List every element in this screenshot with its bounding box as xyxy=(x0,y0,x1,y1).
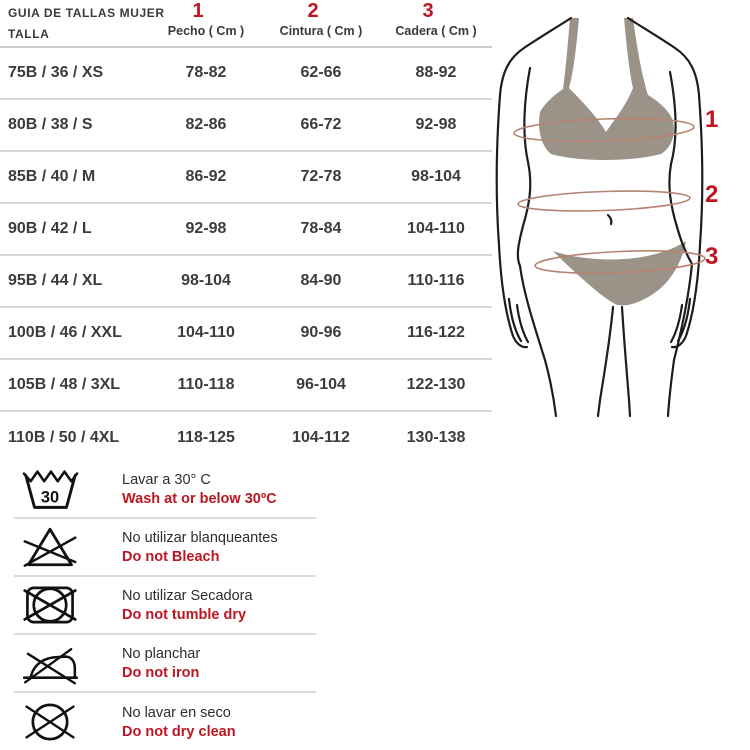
table-row: 80B / 38 / S 82-86 66-72 92-98 xyxy=(0,100,492,152)
care-label-es: No utilizar Secadora xyxy=(122,587,253,604)
size-cell: 80B / 38 / S xyxy=(8,116,93,133)
size-cell: 75B / 36 / XS xyxy=(8,64,104,81)
cintura-cell: 96-104 xyxy=(296,376,346,393)
column-header-pecho: 1 Pecho ( Cm ) xyxy=(150,0,262,48)
row-header-talla: TALLA xyxy=(8,27,50,41)
pecho-cell: 110-118 xyxy=(177,376,235,393)
care-item-no-bleach: No utilizar blanqueantes Do not Bleach xyxy=(14,519,316,577)
pecho-cell: 78-82 xyxy=(185,64,227,81)
figure-label-2: 2 xyxy=(705,181,719,208)
no-dry-clean-icon xyxy=(18,699,82,745)
pecho-cell: 92-98 xyxy=(185,220,227,237)
care-label-en: Do not tumble dry xyxy=(122,606,247,623)
column-headers: 1 Pecho ( Cm ) 2 Cintura ( Cm ) 3 Cadera… xyxy=(150,0,492,48)
measure-number-3: 3 xyxy=(422,0,434,22)
column-label-cintura: Cintura ( Cm ) xyxy=(279,24,363,38)
table-row: 75B / 36 / XS 78-82 62-66 88-92 xyxy=(0,48,492,100)
size-table: GUIA DE TALLAS MUJER TALLA 1 Pecho ( Cm … xyxy=(0,0,492,464)
woman-silhouette-icon xyxy=(495,16,706,418)
cintura-cell: 104-112 xyxy=(292,429,350,446)
bust-measure-line xyxy=(513,117,695,143)
measurement-lines xyxy=(513,117,706,274)
column-label-cadera: Cadera ( Cm ) xyxy=(395,24,477,38)
cadera-cell: 88-92 xyxy=(415,64,457,81)
cintura-cell: 84-90 xyxy=(300,272,342,289)
table-row: 100B / 46 / XXL 104-110 90-96 116-122 xyxy=(0,308,492,360)
pecho-cell: 118-125 xyxy=(177,429,235,446)
cintura-cell: 66-72 xyxy=(300,116,342,133)
size-cell: 100B / 46 / XXL xyxy=(8,324,122,341)
table-row: 110B / 50 / 4XL 118-125 104-112 130-138 xyxy=(0,412,492,464)
hip-measure-line xyxy=(534,250,706,274)
column-label-pecho: Pecho ( Cm ) xyxy=(167,24,245,38)
cadera-cell: 98-104 xyxy=(411,168,461,185)
no-tumble-dry-icon xyxy=(18,582,82,628)
pecho-cell: 104-110 xyxy=(177,324,235,341)
size-cell: 105B / 48 / 3XL xyxy=(8,376,121,393)
cadera-cell: 130-138 xyxy=(406,429,466,446)
column-header-cintura: 2 Cintura ( Cm ) xyxy=(262,0,380,48)
waist-measure-line xyxy=(517,190,691,212)
size-table-header: GUIA DE TALLAS MUJER TALLA 1 Pecho ( Cm … xyxy=(0,0,492,48)
pecho-cell: 82-86 xyxy=(185,116,227,133)
cadera-cell: 110-116 xyxy=(407,272,465,289)
wash-30-icon: 30 xyxy=(18,466,82,512)
care-item-no-tumble-dry: No utilizar Secadora Do not tumble dry xyxy=(14,577,316,635)
care-item-no-iron: No planchar Do not iron xyxy=(14,635,316,693)
no-bleach-icon xyxy=(18,523,82,571)
care-item-wash: 30 Lavar a 30° C Wash at or below 30ºC xyxy=(14,461,316,519)
table-row: 90B / 42 / L 92-98 78-84 104-110 xyxy=(0,204,492,256)
page-title: GUIA DE TALLAS MUJER xyxy=(8,6,165,20)
no-iron-icon xyxy=(18,640,82,686)
figure-label-1: 1 xyxy=(705,106,719,133)
care-label-es: No planchar xyxy=(122,645,201,662)
cadera-cell: 116-122 xyxy=(407,324,465,341)
care-label-en: Do not dry clean xyxy=(122,723,236,740)
cadera-cell: 92-98 xyxy=(415,116,457,133)
cintura-cell: 78-84 xyxy=(300,220,342,237)
column-header-cadera: 3 Cadera ( Cm ) xyxy=(380,0,492,48)
size-cell: 95B / 44 / XL xyxy=(8,272,103,289)
care-label-en: Do not Bleach xyxy=(122,548,220,565)
care-item-no-dry-clean: No lavar en seco Do not dry clean xyxy=(14,693,316,750)
body-measurement-figure: 1 2 3 xyxy=(495,13,725,423)
care-label-en: Wash at or below 30ºC xyxy=(122,490,277,507)
figure-label-3: 3 xyxy=(705,243,719,270)
care-instructions: 30 Lavar a 30° C Wash at or below 30ºC N… xyxy=(14,461,316,750)
cadera-cell: 104-110 xyxy=(407,220,465,237)
size-cell: 110B / 50 / 4XL xyxy=(8,429,120,446)
pecho-cell: 86-92 xyxy=(185,168,227,185)
care-label-es: No lavar en seco xyxy=(122,704,231,721)
cintura-cell: 90-96 xyxy=(300,324,342,341)
cintura-cell: 62-66 xyxy=(300,64,342,81)
table-row: 105B / 48 / 3XL 110-118 96-104 122-130 xyxy=(0,360,492,412)
size-cell: 85B / 40 / M xyxy=(8,168,96,185)
measure-number-1: 1 xyxy=(192,0,204,22)
cadera-cell: 122-130 xyxy=(406,376,466,393)
pecho-cell: 98-104 xyxy=(181,272,231,289)
measure-number-2: 2 xyxy=(307,0,319,22)
cintura-cell: 72-78 xyxy=(300,168,342,185)
care-label-es: Lavar a 30° C xyxy=(122,471,211,488)
size-cell: 90B / 42 / L xyxy=(8,220,92,237)
care-label-en: Do not iron xyxy=(122,664,200,681)
table-row: 95B / 44 / XL 98-104 84-90 110-116 xyxy=(0,256,492,308)
svg-text:30: 30 xyxy=(41,489,59,507)
table-row: 85B / 40 / M 86-92 72-78 98-104 xyxy=(0,152,492,204)
care-label-es: No utilizar blanqueantes xyxy=(122,529,278,546)
